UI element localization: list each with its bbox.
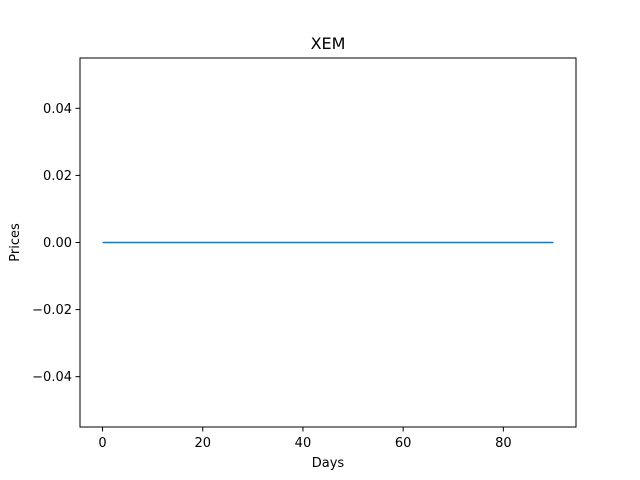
x-tick-label-0: 0: [98, 436, 106, 451]
y-axis-label: Prices: [8, 223, 23, 262]
y-tick-label-3: 0.02: [43, 169, 72, 184]
x-tick-label-2: 40: [295, 436, 312, 451]
plot-frame: [79, 57, 577, 428]
x-tick-label-1: 20: [194, 436, 211, 451]
x-axis-label: Days: [312, 456, 345, 471]
chart-title: XEM: [311, 34, 346, 53]
x-tick-label-3: 60: [395, 436, 412, 451]
y-tick-label-0: −0.04: [32, 370, 72, 385]
y-tick-label-2: 0.00: [43, 236, 72, 251]
y-tick-label-4: 0.04: [43, 102, 72, 117]
x-tick-label-4: 80: [495, 436, 512, 451]
ticks-layer: 0 20 40 60 80 −0.04 −0.02 0.00 0.02 0.04: [32, 102, 511, 451]
y-tick-label-1: −0.02: [32, 303, 72, 318]
